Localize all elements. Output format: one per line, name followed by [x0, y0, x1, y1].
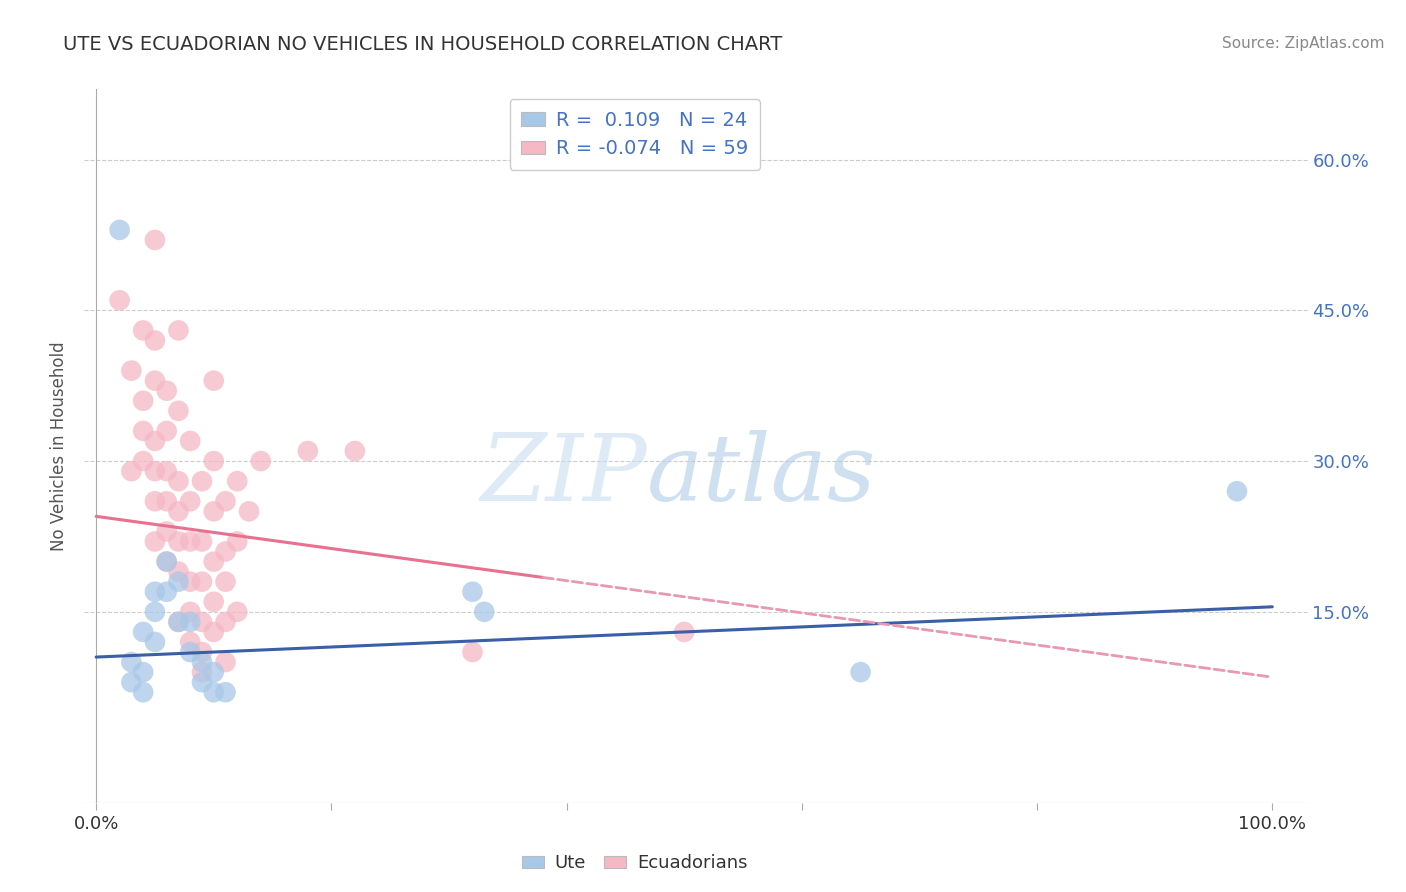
Text: ZIP: ZIP	[481, 430, 647, 519]
Point	[226, 605, 249, 619]
Point	[191, 534, 214, 549]
Point	[143, 334, 166, 348]
Point	[214, 655, 236, 669]
Point	[156, 555, 179, 569]
Point	[167, 323, 190, 337]
Point	[202, 595, 225, 609]
Point	[143, 494, 166, 508]
Point	[167, 565, 190, 579]
Text: UTE VS ECUADORIAN NO VEHICLES IN HOUSEHOLD CORRELATION CHART: UTE VS ECUADORIAN NO VEHICLES IN HOUSEHO…	[63, 35, 783, 54]
Point	[156, 494, 179, 508]
Point	[167, 534, 190, 549]
Point	[143, 534, 166, 549]
Point	[202, 685, 225, 699]
Point	[143, 374, 166, 388]
Point	[179, 605, 201, 619]
Point	[179, 434, 201, 448]
Point	[143, 464, 166, 478]
Point	[191, 615, 214, 629]
Point	[214, 685, 236, 699]
Point	[226, 474, 249, 488]
Point	[214, 574, 236, 589]
Point	[156, 524, 179, 539]
Point	[132, 685, 155, 699]
Point	[156, 555, 179, 569]
Point	[191, 655, 214, 669]
Point	[191, 675, 214, 690]
Legend: Ute, Ecuadorians: Ute, Ecuadorians	[515, 847, 755, 880]
Point	[108, 223, 131, 237]
Point	[179, 534, 201, 549]
Point	[167, 615, 190, 629]
Point	[156, 384, 179, 398]
Point	[214, 544, 236, 558]
Point	[202, 555, 225, 569]
Point	[461, 584, 484, 599]
Point	[143, 434, 166, 448]
Point	[120, 363, 142, 377]
Point	[1226, 484, 1249, 499]
Point	[202, 504, 225, 518]
Text: atlas: atlas	[647, 430, 876, 519]
Point	[191, 474, 214, 488]
Point	[214, 615, 236, 629]
Point	[132, 665, 155, 680]
Point	[202, 624, 225, 639]
Point	[343, 444, 366, 458]
Point	[226, 534, 249, 549]
Point	[179, 494, 201, 508]
Point	[120, 675, 142, 690]
Point	[238, 504, 260, 518]
Point	[191, 574, 214, 589]
Point	[179, 574, 201, 589]
Point	[132, 454, 155, 468]
Point	[167, 615, 190, 629]
Point	[167, 404, 190, 418]
Point	[167, 474, 190, 488]
Point	[202, 665, 225, 680]
Point	[179, 635, 201, 649]
Point	[214, 494, 236, 508]
Point	[167, 504, 190, 518]
Point	[156, 584, 179, 599]
Point	[132, 624, 155, 639]
Point	[143, 584, 166, 599]
Point	[202, 454, 225, 468]
Point	[249, 454, 271, 468]
Point	[132, 393, 155, 408]
Y-axis label: No Vehicles in Household: No Vehicles in Household	[51, 341, 69, 551]
Point	[120, 655, 142, 669]
Point	[461, 645, 484, 659]
Point	[120, 464, 142, 478]
Point	[179, 615, 201, 629]
Point	[143, 233, 166, 247]
Point	[167, 574, 190, 589]
Point	[191, 645, 214, 659]
Point	[108, 293, 131, 308]
Point	[297, 444, 319, 458]
Point	[191, 665, 214, 680]
Point	[202, 374, 225, 388]
Point	[156, 464, 179, 478]
Point	[156, 424, 179, 438]
Text: Source: ZipAtlas.com: Source: ZipAtlas.com	[1222, 36, 1385, 51]
Point	[179, 645, 201, 659]
Point	[472, 605, 495, 619]
Point	[849, 665, 872, 680]
Point	[132, 323, 155, 337]
Point	[143, 605, 166, 619]
Point	[132, 424, 155, 438]
Point	[673, 624, 696, 639]
Point	[143, 635, 166, 649]
